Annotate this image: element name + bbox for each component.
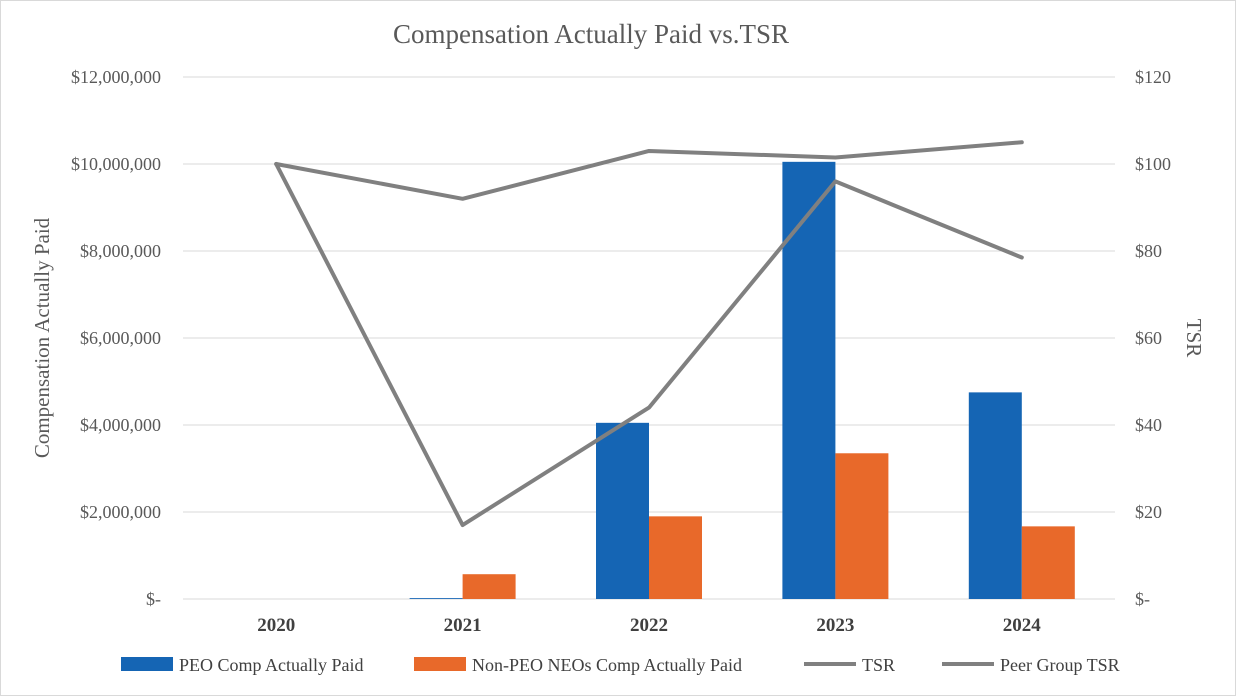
legend: PEO Comp Actually Paid Non-PEO NEOs Comp … [121, 655, 1120, 675]
y-tick-label: $12,000,000 [71, 67, 161, 87]
bar-peo-comp-actually-paid-2023 [782, 161, 836, 599]
chart-title: Compensation Actually Paid vs.TSR [393, 19, 789, 49]
x-tick-label: 2023 [816, 615, 854, 636]
y2-tick-label: $120 [1135, 67, 1171, 87]
line-tsr [274, 162, 1024, 528]
y-tick-label: $8,000,000 [80, 241, 161, 261]
y-tick-label: $- [146, 589, 161, 609]
legend-swatch [414, 657, 466, 671]
bars [409, 161, 1075, 599]
bar-non-peo-neos-comp-actually-paid-2021 [462, 574, 516, 599]
bar-peo-comp-actually-paid-2022 [596, 422, 649, 599]
y-tick-label: $6,000,000 [80, 328, 161, 348]
y2-tick-label: $60 [1135, 328, 1162, 348]
lines [274, 140, 1024, 528]
y2-tick-label: $40 [1135, 415, 1162, 435]
line-peer-group-tsr [274, 140, 1024, 201]
y-axis-title: Compensation Actually Paid [30, 217, 54, 458]
bar-non-peo-neos-comp-actually-paid-2023 [835, 453, 889, 599]
y2-tick-label: $80 [1135, 241, 1162, 261]
y-tick-label: $10,000,000 [71, 154, 161, 174]
bar-non-peo-neos-comp-actually-paid-2022 [649, 516, 702, 599]
y2-tick-label: $100 [1135, 154, 1171, 174]
bar-peo-comp-actually-paid-2024 [968, 392, 1022, 599]
y-axis-ticks: $- $2,000,000 $4,000,000 $6,000,000 $8,000,0… [71, 67, 161, 609]
y2-axis-title: TSR [1182, 319, 1206, 358]
legend-swatch [121, 657, 173, 671]
bar-non-peo-neos-comp-actually-paid-2024 [1021, 526, 1075, 599]
legend-label: TSR [862, 655, 895, 675]
y2-axis-ticks: $- $20 $40 $60 $80 $100 $120 [1135, 67, 1171, 609]
legend-label: Non-PEO NEOs Comp Actually Paid [472, 655, 742, 675]
y-tick-label: $2,000,000 [80, 502, 161, 522]
x-tick-label: 2022 [630, 615, 668, 636]
x-tick-label: 2024 [1003, 615, 1042, 636]
x-tick-label: 2021 [444, 615, 482, 636]
x-axis-categories: 2020 2021 2022 2023 2024 [257, 615, 1041, 636]
y-tick-label: $4,000,000 [80, 415, 161, 435]
legend-label: Peer Group TSR [1000, 655, 1120, 675]
legend-label: PEO Comp Actually Paid [179, 655, 364, 675]
bar-peo-comp-actually-paid-2021 [409, 598, 463, 599]
x-tick-label: 2020 [257, 615, 295, 636]
y2-tick-label: $20 [1135, 502, 1162, 522]
y2-tick-label: $- [1135, 589, 1150, 609]
